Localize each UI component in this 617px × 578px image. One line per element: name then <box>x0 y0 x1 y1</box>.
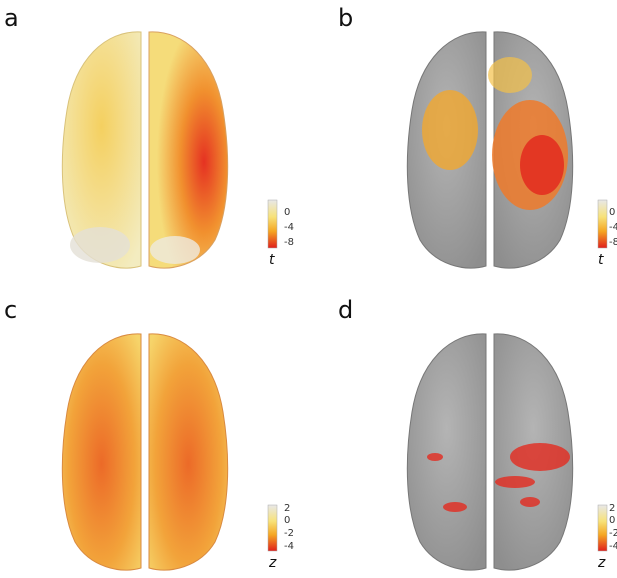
tick-label: 2 <box>609 503 615 514</box>
tick-label: -4 <box>609 222 617 233</box>
colorbar-label: z <box>268 555 277 571</box>
colorbar-label: z <box>597 555 606 571</box>
tick-label: -8 <box>609 237 617 248</box>
tick-label: -4 <box>609 541 617 552</box>
panel-label: a <box>4 4 19 32</box>
brain <box>406 333 574 571</box>
brain <box>406 31 574 269</box>
panel-d: d 2 0 -2 -4 z <box>338 296 617 571</box>
tick-label: -2 <box>284 528 294 539</box>
tick-label: -8 <box>284 237 294 248</box>
tick-label: 0 <box>284 515 290 526</box>
tick-label: 0 <box>609 515 615 526</box>
panel-label: c <box>4 296 17 324</box>
panel-a: a 0 -4 -8 t <box>4 4 294 269</box>
colorbar-label: t <box>269 252 275 268</box>
panel-c: c 2 0 -2 -4 z <box>4 296 294 571</box>
tick-label: 0 <box>284 207 290 218</box>
panel-b: b 0 -4 -8 t <box>338 4 617 269</box>
brain <box>61 31 229 269</box>
tick-label: -4 <box>284 222 294 233</box>
tick-label: -2 <box>609 528 617 539</box>
colorbar-label: t <box>598 252 604 268</box>
brain <box>61 333 229 571</box>
tick-label: 2 <box>284 503 290 514</box>
tick-label: 0 <box>609 207 615 218</box>
tick-label: -4 <box>284 541 294 552</box>
panel-label: b <box>338 4 353 32</box>
panel-label: d <box>338 296 353 324</box>
